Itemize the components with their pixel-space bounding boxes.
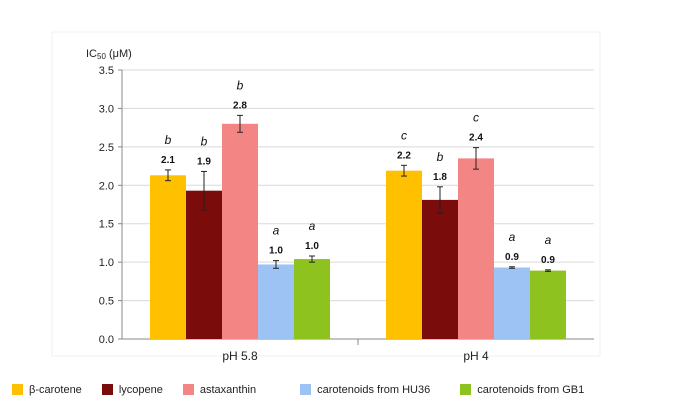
data-label: 1.0 [269, 246, 283, 257]
data-label: 0.9 [505, 252, 519, 263]
legend-swatch [300, 384, 311, 395]
legend-swatch [102, 384, 113, 395]
legend: β-carotene lycopene astaxanthin carotenoids… [12, 381, 688, 398]
legend-item: β-carotene [12, 384, 82, 396]
data-label: 2.8 [233, 100, 247, 111]
legend-label: carotenoids from HU36 [317, 384, 430, 396]
bar [494, 268, 530, 339]
y-axis-label: IC50 (μM) [86, 48, 132, 61]
significance-letter: b [237, 78, 244, 92]
bar [222, 124, 258, 339]
data-label: 1.8 [433, 172, 447, 183]
data-label: 2.1 [161, 155, 175, 166]
legend-label: β-carotene [29, 384, 82, 396]
data-label: 2.2 [397, 150, 411, 161]
bar [258, 264, 294, 339]
significance-letter: c [473, 111, 479, 125]
significance-letter: a [309, 219, 316, 233]
data-label: 1.0 [305, 241, 319, 252]
legend-swatch [183, 384, 194, 395]
bar [186, 191, 222, 339]
y-tick-label: 1.5 [99, 219, 114, 231]
bar-chart: 0.0 0.5 1.0 1.5 2.0 2.5 3.0 3.5 pH 5.8 pH 4 2.1 b 1… [0, 0, 690, 380]
y-tick-label: 2.5 [99, 142, 114, 154]
bar [458, 158, 494, 339]
significance-letter: c [401, 128, 407, 142]
data-label: 1.9 [197, 156, 211, 167]
y-tick-label: 3.0 [99, 103, 114, 115]
data-label: 2.4 [469, 133, 483, 144]
legend-item: lycopene [102, 384, 163, 396]
legend-label: lycopene [119, 384, 163, 396]
bar [386, 171, 422, 339]
legend-swatch [12, 384, 23, 395]
y-tick-label: 0.0 [99, 334, 114, 346]
x-tick-label: pH 4 [463, 349, 489, 363]
bar [530, 271, 566, 339]
bar [150, 175, 186, 339]
legend-label: astaxanthin [200, 384, 256, 396]
y-tick-label: 1.0 [99, 257, 114, 269]
y-axis-label-unit: (μM) [106, 48, 132, 60]
bar [294, 259, 330, 339]
legend-label: carotenoids from GB1 [477, 384, 584, 396]
significance-letter: b [165, 133, 172, 147]
bar [422, 200, 458, 339]
significance-letter: a [273, 224, 280, 238]
significance-letter: b [437, 150, 444, 164]
y-tick-label: 2.0 [99, 180, 114, 192]
y-axis-label-prefix: IC [86, 48, 97, 60]
y-tick-label: 0.5 [99, 296, 114, 308]
x-tick-label: pH 5.8 [222, 349, 258, 363]
y-tick-label: 3.5 [99, 65, 114, 77]
legend-item: astaxanthin [183, 384, 256, 396]
significance-letter: b [201, 134, 208, 148]
significance-letter: a [545, 233, 552, 247]
data-label: 0.9 [541, 255, 555, 266]
legend-swatch [460, 384, 471, 395]
legend-item: carotenoids from HU36 [300, 384, 430, 396]
legend-item: carotenoids from GB1 [460, 384, 584, 396]
significance-letter: a [509, 230, 516, 244]
